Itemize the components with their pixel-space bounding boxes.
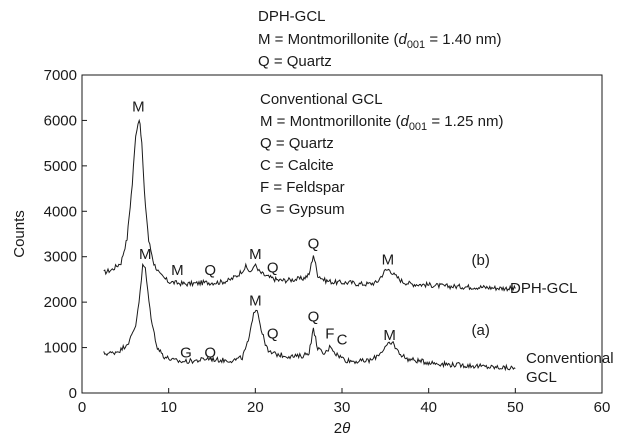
inner-legend-feldspar: F = Feldspar [260,179,345,196]
peak-label: M [132,98,145,115]
peak-label: M [249,246,262,263]
series-name-conventional-line1: Conventional [526,350,614,367]
x-tick-label: 20 [247,399,264,416]
peak-label: Q [308,236,320,253]
y-axis-label: Counts [11,210,28,258]
y-tick-label: 4000 [44,203,77,220]
x-axis: 0 10 20 30 40 50 60 [78,388,611,416]
peak-label: (a) [471,322,489,339]
peak-label: C [337,331,348,348]
peak-label: F [325,325,334,342]
x-tick-label: 30 [334,399,351,416]
inner-legend-quartz: Q = Quartz [260,135,334,152]
y-tick-label: 0 [69,385,77,402]
peak-label: Q [204,345,216,362]
x-tick-label: 0 [78,399,86,416]
x-tick-label: 40 [420,399,437,416]
y-tick-label: 7000 [44,67,77,84]
y-tick-label: 1000 [44,340,77,357]
inner-legend-title: Conventional GCL [260,91,383,108]
series-name-dph-gcl: DPH-GCL [510,280,578,297]
inner-legend-montmorillonite: M = Montmorillonite (d001 = 1.25 nm) [260,113,503,133]
x-tick-label: 10 [160,399,177,416]
x-tick-label: 60 [594,399,611,416]
y-tick-label: 6000 [44,112,77,129]
y-tick-label: 2000 [44,294,77,311]
inner-legend: Conventional GCL M = Montmorillonite (d0… [260,91,503,218]
x-axis-label: 2θ [334,420,350,437]
peak-label: Q [267,260,279,277]
peak-label: Q [267,325,279,342]
peak-label: M [383,327,396,344]
peak-label: M [382,251,395,268]
x-tick-label: 50 [507,399,524,416]
peak-label: G [180,345,192,362]
peak-label: M [249,292,262,309]
y-axis: 0 1000 2000 3000 4000 5000 6000 7000 [44,67,87,402]
top-legend: DPH-GCL M = Montmorillonite (d001 = 1.40… [258,8,501,70]
peak-label: Q [308,309,320,326]
series-line-1 [103,262,516,372]
peak-label: M [171,262,184,279]
peak-label: M [139,246,152,263]
top-legend-quartz: Q = Quartz [258,53,332,70]
inner-legend-gypsum: G = Gypsum [260,201,345,218]
top-legend-title: DPH-GCL [258,8,326,25]
peak-label: Q [204,262,216,279]
peak-label: (b) [471,252,489,269]
top-legend-montmorillonite: M = Montmorillonite (d001 = 1.40 nm) [258,31,501,51]
inner-legend-calcite: C = Calcite [260,157,334,174]
y-tick-label: 5000 [44,158,77,175]
y-tick-label: 3000 [44,249,77,266]
series-line-0 [103,118,516,292]
series-name-conventional-line2: GCL [526,369,557,386]
